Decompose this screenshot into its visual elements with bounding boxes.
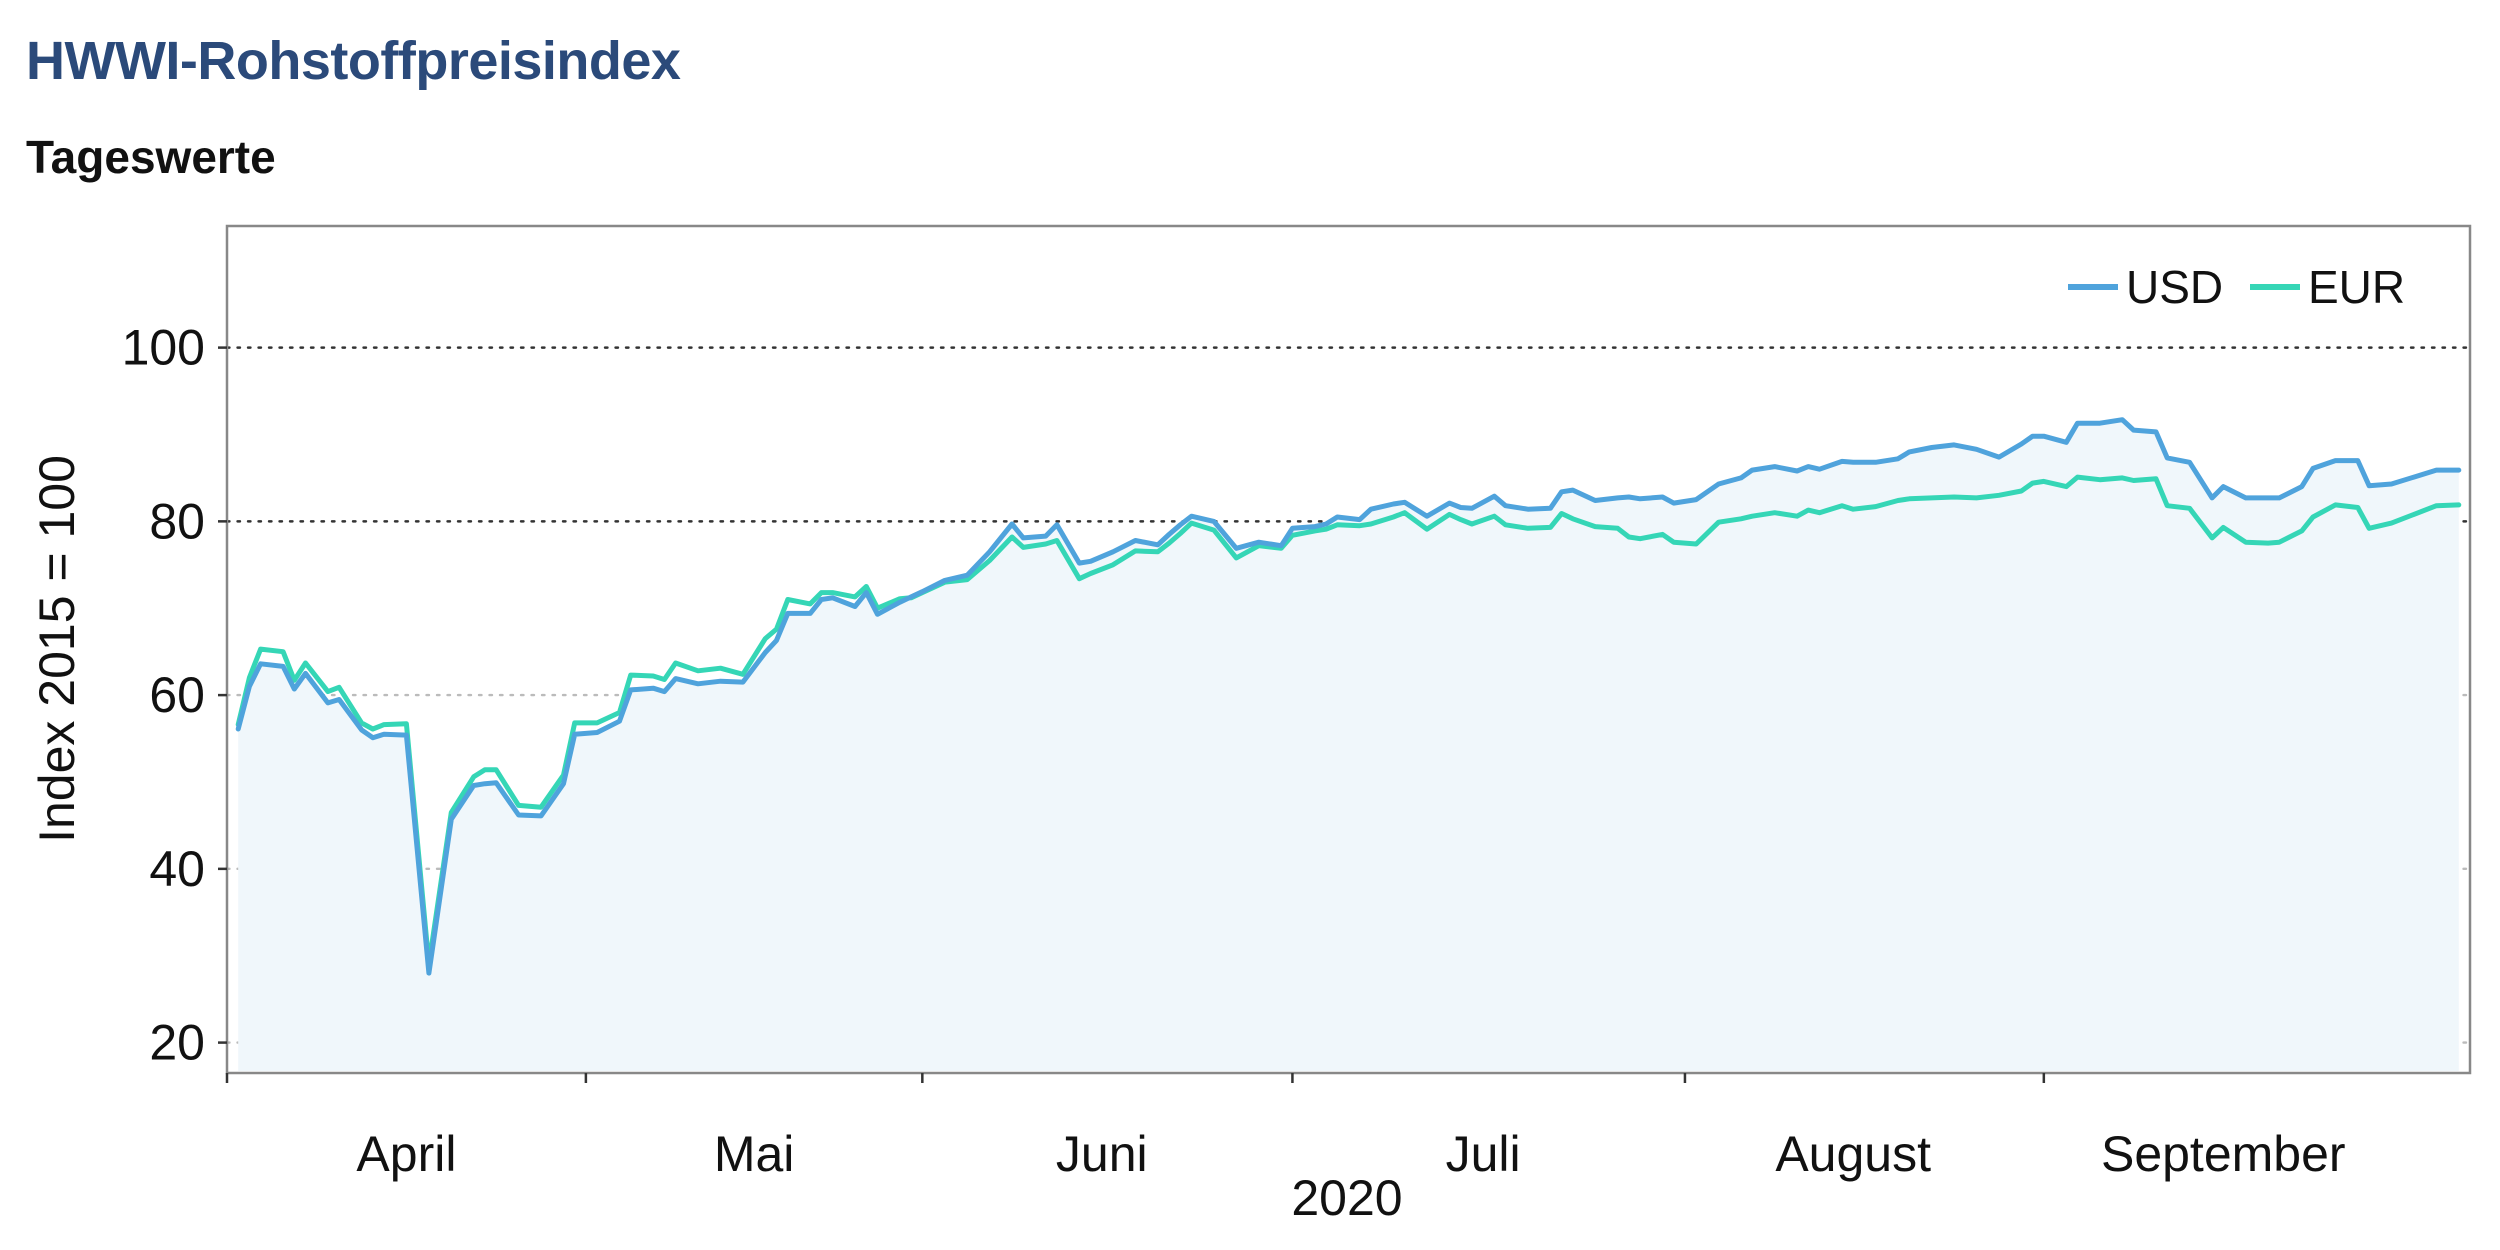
plot-frame (225, 224, 2472, 1075)
x-tick-label: Juni (1056, 1126, 1148, 1182)
x-tick-label: April (356, 1126, 456, 1182)
x-tick-label: Juli (1446, 1126, 1521, 1182)
y-tick-label: 60 (149, 667, 205, 723)
y-axis-label: Index 2015 = 100 (29, 455, 85, 843)
legend: USD EUR (2068, 261, 2405, 313)
x-tick-label: Mai (714, 1126, 795, 1182)
series-line-usd (235, 417, 2462, 976)
chart-title: HWWI-Rohstoffpreisindex (26, 31, 681, 91)
series-line-eur (235, 474, 2462, 967)
usd-area-fill (238, 419, 2459, 1071)
x-axis-label: 2020 (1291, 1170, 1402, 1226)
y-tick-label: 20 (149, 1015, 205, 1071)
area-fill (238, 419, 2459, 1071)
legend-label-eur: EUR (2308, 261, 2405, 313)
y-tick-label: 100 (122, 320, 205, 376)
series-lines (235, 417, 2462, 976)
y-axis: 20 40 60 80 100 (122, 320, 227, 1071)
legend-label-usd: USD (2126, 261, 2223, 313)
x-axis: April Mai Juni Juli August September (225, 1073, 2346, 1182)
x-tick-label: August (1775, 1126, 1931, 1182)
y-tick-label: 40 (149, 841, 205, 897)
y-tick-label: 80 (149, 493, 205, 549)
chart-subtitle: Tageswerte (26, 131, 276, 183)
x-tick-label: September (2101, 1126, 2346, 1182)
